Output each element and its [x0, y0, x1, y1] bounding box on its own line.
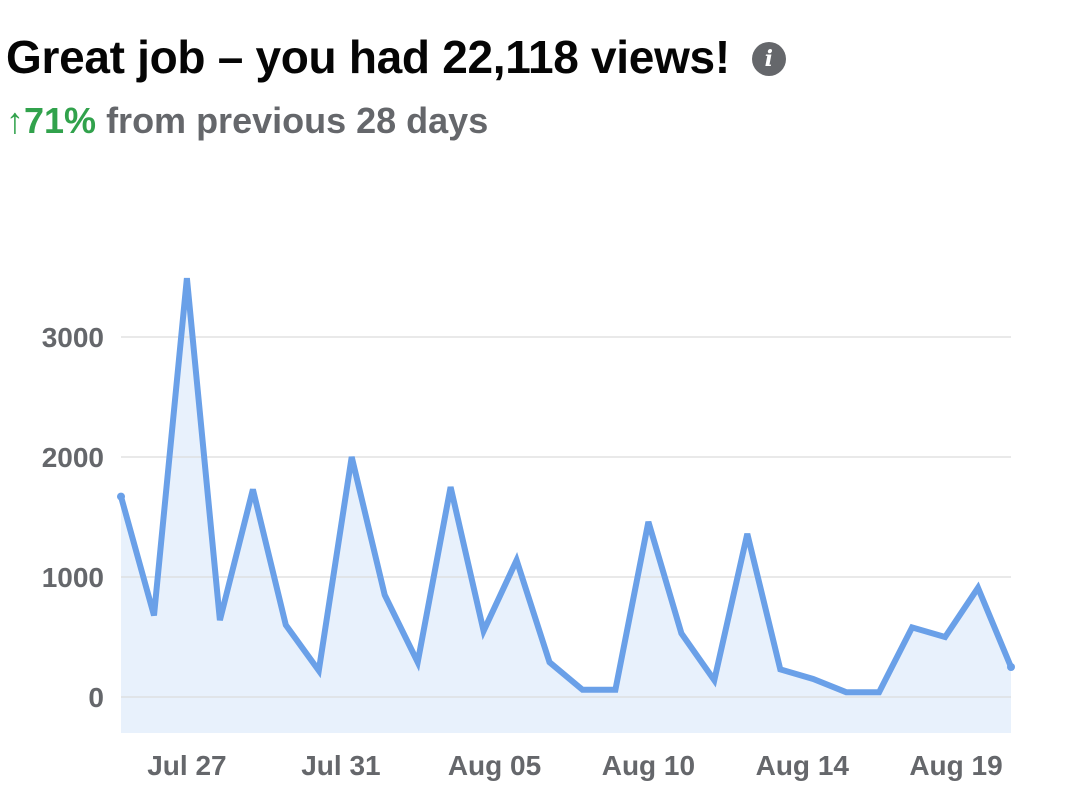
delta-up-arrow: ↑ [6, 100, 24, 141]
x-tick-label: Jul 31 [301, 750, 380, 781]
info-icon[interactable]: i [751, 42, 786, 76]
y-tick-label: 1000 [42, 562, 104, 593]
x-tick-label: Aug 05 [448, 750, 541, 781]
y-tick-label: 2000 [42, 442, 104, 473]
x-tick-label: Aug 10 [602, 750, 695, 781]
summary-header: Great job – you had 22,118 views! i ↑71%… [6, 30, 1056, 142]
comparison-subtitle: ↑71% from previous 28 days [6, 100, 1056, 142]
page-title: Great job – you had 22,118 views! [6, 31, 730, 83]
data-point [1007, 663, 1015, 671]
delta-description: from previous 28 days [96, 100, 489, 141]
area-fill [121, 278, 1011, 733]
headline-row: Great job – you had 22,118 views! i [6, 30, 1056, 84]
x-tick-label: Jul 27 [147, 750, 226, 781]
views-line [118, 277, 1014, 696]
x-tick-label: Aug 19 [909, 750, 1002, 781]
delta-percentage: 71% [24, 100, 97, 141]
info-glyph: i [764, 46, 774, 72]
y-tick-label: 0 [88, 682, 104, 713]
data-point [117, 492, 125, 501]
x-tick-label: Aug 14 [756, 750, 850, 781]
y-tick-label: 3000 [42, 322, 104, 353]
